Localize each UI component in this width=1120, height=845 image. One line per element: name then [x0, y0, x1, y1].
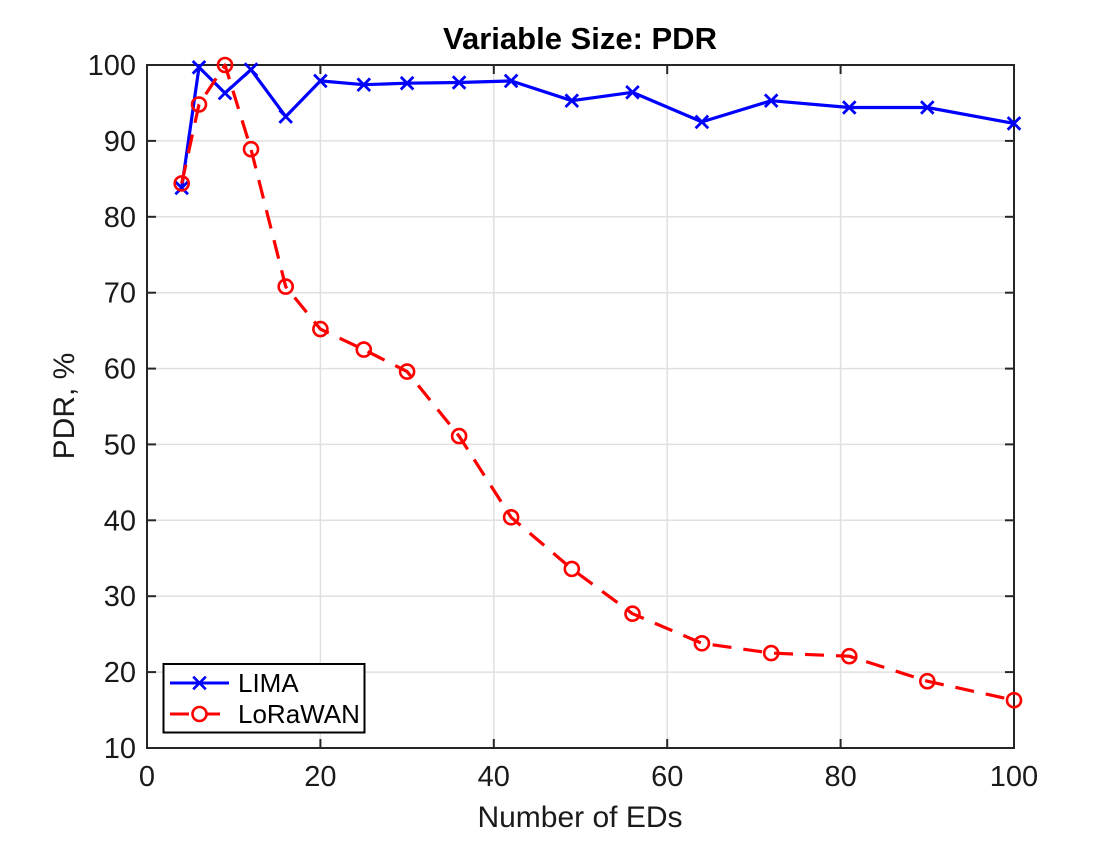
x-tick-label: 0 — [139, 761, 155, 793]
data-point-o-marker — [450, 427, 468, 445]
legend-label-lorawan: LoRaWAN — [238, 699, 360, 729]
axis-ticks — [146, 64, 1015, 749]
data-point-x-marker — [243, 62, 259, 77]
data-point-o-marker — [762, 644, 780, 662]
series-line-lorawan — [180, 63, 1015, 702]
x-tick-label: 40 — [478, 761, 510, 793]
data-point-o-marker — [624, 605, 641, 623]
y-tick-label: 30 — [104, 581, 136, 613]
x-tick-label: 100 — [990, 761, 1038, 793]
data-point-o-marker — [277, 278, 295, 295]
data-point-o-marker — [502, 508, 520, 526]
gridlines — [147, 65, 1014, 748]
x-tick-label: 80 — [824, 761, 856, 793]
data-point-o-marker — [693, 634, 711, 652]
data-point-x-marker — [763, 93, 779, 108]
data-point-x-marker — [503, 73, 519, 89]
y-tick-label: 90 — [104, 126, 136, 158]
y-tick-label: 100 — [88, 50, 136, 82]
y-tick-label: 20 — [104, 657, 136, 689]
data-point-o-marker — [190, 96, 208, 113]
data-point-x-marker — [191, 60, 207, 75]
data-point-x-marker — [278, 109, 293, 124]
data-point-o-marker — [216, 56, 234, 74]
data-point-x-marker — [356, 77, 372, 92]
data-point-o-marker — [173, 175, 190, 192]
data-point-o-marker — [398, 363, 416, 380]
data-point-x-marker — [842, 100, 857, 115]
legend-o-marker-icon — [191, 705, 208, 723]
data-point-o-marker — [918, 672, 936, 690]
data-point-o-marker — [840, 647, 858, 665]
data-point-x-marker — [399, 75, 415, 91]
legend-item-lorawan: LoRaWAN — [170, 699, 360, 729]
data-point-x-marker — [217, 85, 233, 101]
data-point-o-marker — [242, 140, 260, 158]
y-tick-label: 10 — [104, 733, 136, 765]
y-tick-label: 70 — [104, 278, 136, 310]
legend: LIMA LoRaWAN — [162, 663, 366, 734]
data-point-x-marker — [920, 100, 935, 115]
legend-label-lima: LIMA — [238, 668, 299, 698]
x-axis-label: Number of EDs — [477, 801, 682, 834]
legend-x-marker-icon — [192, 675, 207, 691]
data-point-x-marker — [174, 180, 189, 196]
data-point-o-marker — [563, 560, 581, 578]
tick-labels: 0 20 40 60 80 100 10 20 30 40 50 60 70 80 90 100 — [88, 50, 1039, 793]
legend-item-lima: LIMA — [170, 668, 299, 698]
data-point-x-marker — [1006, 116, 1022, 131]
y-tick-label: 60 — [104, 354, 136, 386]
data-point-o-marker — [355, 341, 373, 358]
data-point-x-marker — [313, 73, 328, 89]
series-lima — [174, 60, 1022, 196]
y-axis-label: PDR, % — [48, 353, 81, 460]
data-point-x-marker — [564, 93, 580, 108]
x-tick-label: 60 — [651, 761, 683, 793]
plot-area-border — [146, 64, 1015, 749]
y-tick-label: 40 — [104, 505, 136, 537]
y-tick-label: 80 — [104, 202, 136, 234]
series-lorawan — [173, 56, 1023, 709]
x-tick-label: 20 — [304, 761, 336, 793]
data-point-o-marker — [312, 320, 329, 338]
chart-title: Variable Size: PDR — [443, 21, 717, 56]
data-point-o-marker — [1005, 691, 1023, 709]
data-point-x-marker — [625, 85, 640, 100]
data-point-x-marker — [451, 75, 467, 90]
data-point-x-marker — [694, 114, 710, 130]
y-tick-label: 50 — [104, 429, 136, 461]
